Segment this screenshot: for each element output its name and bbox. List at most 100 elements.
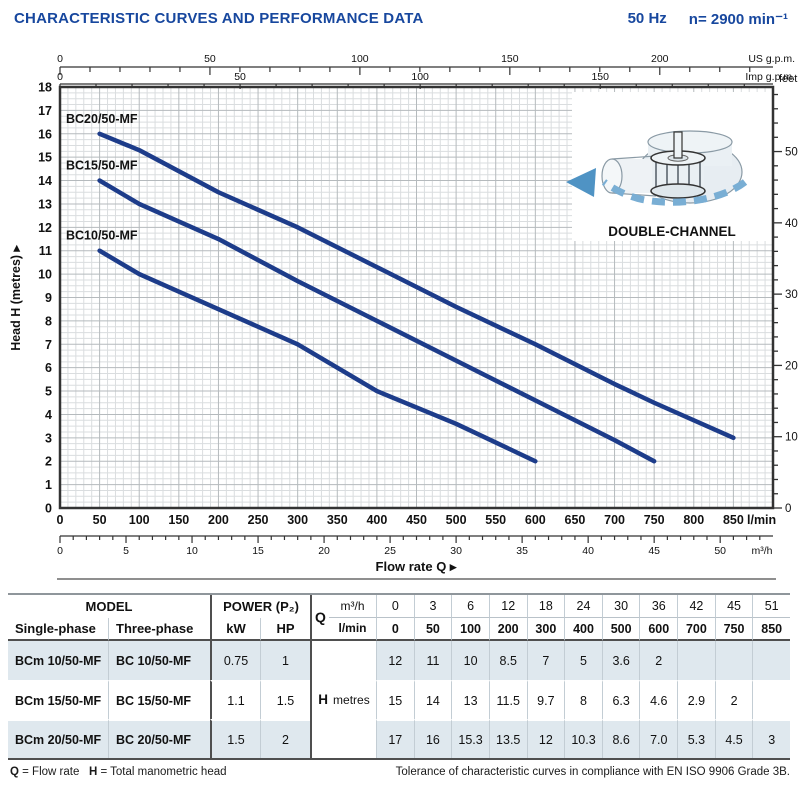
page-header: CHARACTERISTIC CURVES AND PERFORMANCE DA…	[14, 10, 788, 28]
svg-text:800: 800	[683, 513, 704, 527]
svg-text:17: 17	[38, 104, 52, 118]
h-unit: metres	[333, 692, 370, 707]
svg-text:400: 400	[366, 513, 387, 527]
q-lmin-value: 50	[413, 618, 452, 641]
grid	[60, 87, 773, 508]
svg-text:16: 16	[38, 127, 52, 141]
svg-text:5: 5	[123, 545, 129, 557]
model-single-phase: BCm 15/50-MF	[8, 680, 108, 719]
head-value: 16	[413, 719, 452, 758]
svg-text:5: 5	[45, 385, 52, 399]
rotation-speed-label: n= 2900 min⁻¹	[688, 11, 788, 28]
model-header: MODEL	[85, 599, 133, 614]
head-value: 4.6	[639, 680, 678, 719]
svg-text:600: 600	[525, 513, 546, 527]
power-kw-value: 1.5	[210, 719, 260, 758]
x-axis-impgpm: 0 50 100 150 Imp g.p.m.	[57, 71, 795, 89]
q-m3h-value: 6	[451, 595, 489, 618]
q-m3h-value: 51	[752, 595, 790, 618]
head-value: 15.3	[451, 719, 489, 758]
svg-text:50: 50	[785, 147, 798, 159]
plot-border	[58, 85, 775, 510]
svg-text:1: 1	[45, 478, 52, 492]
svg-text:7: 7	[45, 338, 52, 352]
svg-text:850: 850	[723, 513, 744, 527]
q-m3h-value: 36	[639, 595, 678, 618]
svg-text:0: 0	[57, 513, 64, 527]
svg-text:6: 6	[45, 361, 52, 375]
svg-text:15: 15	[38, 151, 52, 165]
svg-text:12: 12	[38, 221, 52, 235]
q-m3h-value: 42	[677, 595, 715, 618]
q-m3h-value: 18	[526, 595, 565, 618]
footnote-h-text: = Total manometric head	[97, 766, 227, 778]
characteristic-curves-svg: BC20/50-MF BC15/50-MF BC10/50-MF DOUBLE-CHA…	[9, 53, 798, 580]
q-unit-m3h: m³/h	[329, 595, 376, 618]
head-value: 9.7	[526, 680, 565, 719]
svg-text:0: 0	[57, 71, 63, 83]
q-m3h-value: 30	[601, 595, 640, 618]
q-lmin-value: 600	[639, 618, 678, 641]
single-phase-header: Single-phase	[8, 618, 108, 641]
svg-text:4: 4	[45, 408, 52, 422]
frequency-label: 50 Hz	[627, 10, 667, 27]
curve-label-BC10/50-MF: BC10/50-MF	[66, 229, 138, 243]
footnote-q-text: = Flow rate	[18, 766, 80, 778]
head-value: 8	[564, 680, 602, 719]
q-m3h-value: 24	[564, 595, 602, 618]
svg-text:100: 100	[411, 71, 429, 83]
head-value: 6.3	[601, 680, 640, 719]
kw-header: kW	[210, 618, 260, 641]
q-lmin-value: 700	[677, 618, 715, 641]
svg-text:200: 200	[208, 513, 229, 527]
head-value: 10.3	[564, 719, 602, 758]
svg-text:100: 100	[351, 53, 369, 65]
model-three-phase: BC 10/50-MF	[108, 641, 210, 680]
svg-text:25: 25	[384, 545, 396, 557]
svg-text:Imp g.p.m.: Imp g.p.m.	[745, 71, 795, 83]
model-single-phase: BCm 20/50-MF	[8, 719, 108, 758]
svg-text:20: 20	[318, 545, 330, 557]
q-m3h-value: 0	[376, 595, 414, 618]
svg-text:US g.p.m.: US g.p.m.	[748, 53, 795, 65]
svg-text:150: 150	[501, 53, 519, 65]
q-unit-lmin: l/min	[338, 621, 367, 636]
inset-caption: DOUBLE-CHANNEL	[608, 224, 736, 239]
flow-arrow	[601, 179, 748, 206]
flow-arrow-head	[566, 168, 596, 197]
svg-text:500: 500	[446, 513, 467, 527]
q-m3h-value: 45	[714, 595, 753, 618]
q-label: Q	[315, 609, 326, 625]
head-value: 12	[376, 641, 414, 680]
svg-text:150: 150	[168, 513, 189, 527]
svg-text:40: 40	[582, 545, 594, 557]
head-value: 11	[413, 641, 452, 680]
svg-text:700: 700	[604, 513, 625, 527]
head-value: 7	[526, 641, 565, 680]
x-axis-lmin: 0 50 100 150 200 250 300 350 400 450 500 550 600 650 7…	[57, 513, 777, 527]
svg-text:m³/h: m³/h	[752, 545, 773, 557]
hp-header: HP	[260, 618, 310, 641]
head-value: 13	[451, 680, 489, 719]
svg-text:30: 30	[450, 545, 462, 557]
head-value: 5	[564, 641, 602, 680]
model-three-phase: BC 20/50-MF	[108, 719, 210, 758]
x-axis-usgpm: 0 50 100 150 200 US g.p.m.	[57, 53, 795, 75]
svg-text:9: 9	[45, 291, 52, 305]
head-value: 3.6	[601, 641, 640, 680]
head-value: 5.3	[677, 719, 715, 758]
inset-illustration: DOUBLE-CHANNEL	[566, 92, 773, 241]
svg-text:35: 35	[516, 545, 528, 557]
svg-text:750: 750	[644, 513, 665, 527]
performance-table: MODEL POWER (P₂) Q m³/h l/min Single-pha…	[8, 593, 790, 760]
svg-text:10: 10	[785, 432, 798, 444]
svg-text:18: 18	[38, 81, 52, 95]
svg-text:0: 0	[57, 545, 63, 557]
head-value	[677, 641, 715, 680]
svg-text:8: 8	[45, 314, 52, 328]
svg-text:40: 40	[785, 218, 798, 230]
curve-BC10/50-MF	[97, 248, 538, 464]
svg-text:30: 30	[785, 289, 798, 301]
svg-text:20: 20	[785, 360, 798, 372]
